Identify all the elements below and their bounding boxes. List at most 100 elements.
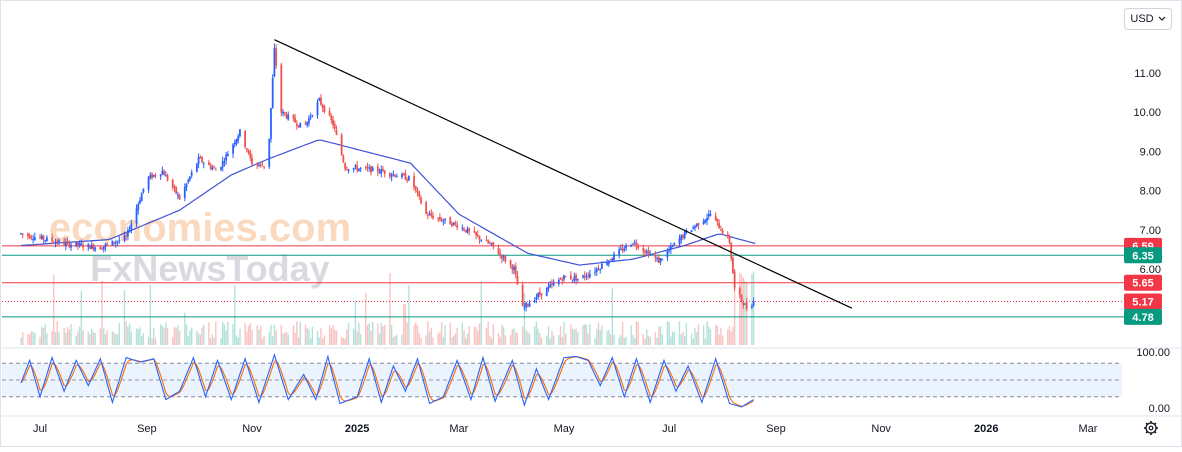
candle-body <box>642 247 645 252</box>
candle-body <box>378 172 381 174</box>
gear-icon[interactable] <box>1144 421 1158 435</box>
candle-body <box>595 268 598 272</box>
volume-bar <box>620 335 622 345</box>
candle <box>114 239 117 248</box>
candle <box>452 222 455 227</box>
candle-body <box>451 223 453 227</box>
candle <box>504 255 507 264</box>
candle-body <box>473 230 476 233</box>
candle-body <box>588 273 591 278</box>
volume-bar <box>30 331 33 345</box>
candle-body <box>187 180 190 183</box>
volume-bar <box>78 326 81 345</box>
candle-body <box>28 235 31 239</box>
currency-selector[interactable]: USD <box>1124 8 1172 30</box>
price-tick-label: 6.00 <box>1140 264 1161 276</box>
volume-bar <box>42 327 45 345</box>
candle <box>211 164 214 171</box>
candle-body <box>576 278 579 280</box>
volume-bar <box>294 332 296 345</box>
candle <box>33 232 36 242</box>
candle <box>64 238 67 251</box>
candle-body <box>478 235 481 240</box>
candle <box>271 74 274 109</box>
candle-body <box>744 303 746 305</box>
candle <box>371 166 374 172</box>
volume-bar <box>632 334 634 345</box>
candle <box>535 293 538 304</box>
candle <box>342 154 345 164</box>
volume-bar <box>297 337 300 345</box>
candle-body <box>540 293 543 296</box>
volume-bar <box>197 333 200 345</box>
candle <box>666 248 669 262</box>
candle-body <box>501 254 503 259</box>
candle-body <box>58 240 60 244</box>
candle <box>721 228 724 235</box>
volume-bar <box>601 325 603 345</box>
candle-body <box>321 104 324 108</box>
candle <box>528 299 531 307</box>
volume-bar <box>223 324 226 345</box>
candle-body <box>392 174 395 176</box>
candle-body <box>619 248 622 250</box>
candle-body <box>714 215 717 221</box>
candle <box>540 293 543 300</box>
volume-bar <box>559 326 562 345</box>
time-tick-label: Jul <box>33 423 47 435</box>
volume-bar <box>678 321 681 345</box>
volume-bar <box>594 338 596 345</box>
candle-body <box>513 267 515 270</box>
candle <box>20 232 22 235</box>
candle-body <box>77 242 79 246</box>
level-price-label: 6.35 <box>1124 247 1162 264</box>
candle <box>345 166 348 171</box>
price-tick-label: 9.00 <box>1140 146 1161 158</box>
candle <box>39 234 41 240</box>
candle <box>249 149 252 162</box>
candle-body <box>208 162 210 166</box>
volume-bar <box>416 325 419 345</box>
candle <box>159 174 162 180</box>
candle-body <box>268 138 271 167</box>
candle <box>668 245 671 254</box>
candle-body <box>261 165 264 167</box>
candle <box>609 258 612 261</box>
candle-body <box>525 302 527 308</box>
volume-bar <box>335 330 338 345</box>
candle <box>606 258 608 266</box>
candle-body <box>226 153 229 157</box>
volume-bar <box>344 338 346 345</box>
candle <box>223 157 226 167</box>
candle <box>113 241 116 247</box>
candle-body <box>135 208 138 224</box>
candle <box>89 244 91 249</box>
candle-body <box>526 304 529 306</box>
candle-body <box>42 235 45 240</box>
candle-body <box>440 219 443 222</box>
candle-body <box>613 253 615 260</box>
candle <box>382 166 384 172</box>
volume-bar <box>404 304 407 345</box>
candle <box>611 257 614 262</box>
volume-bar <box>478 323 481 345</box>
candle-body <box>416 190 419 193</box>
volume-bar <box>630 325 632 345</box>
candle <box>523 302 526 311</box>
candle-body <box>328 110 331 116</box>
volume-bar <box>452 335 455 345</box>
volume-bar <box>154 338 157 345</box>
candle-body <box>726 234 729 237</box>
candle-body <box>21 233 24 235</box>
candle <box>390 172 393 182</box>
candle-body <box>609 259 612 261</box>
candle-body <box>380 169 383 174</box>
candle-body <box>407 176 410 181</box>
candle-body <box>461 227 464 229</box>
volume-bar <box>549 338 551 345</box>
candle-body <box>190 172 193 176</box>
candle-body <box>611 258 614 261</box>
candle-body <box>45 237 48 241</box>
